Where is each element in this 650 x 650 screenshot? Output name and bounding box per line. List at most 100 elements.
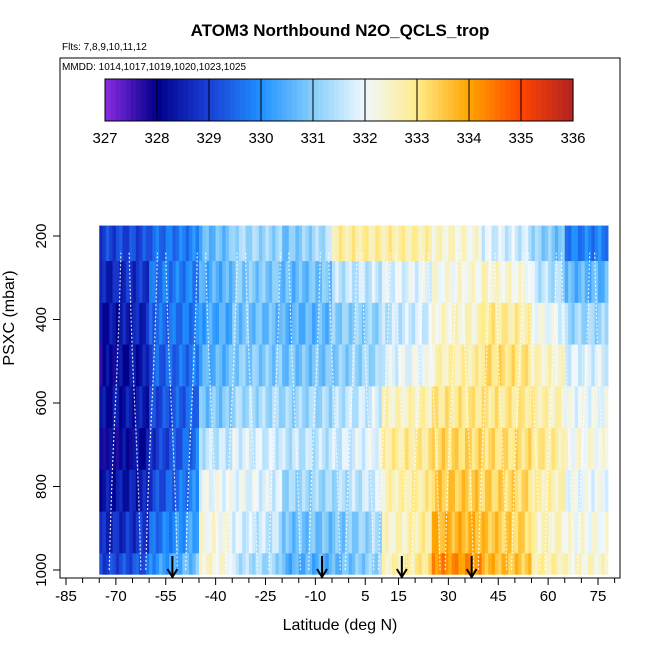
heatmap-cell [169, 261, 173, 304]
heatmap-cell [105, 302, 110, 346]
heatmap-cell [99, 469, 104, 513]
colorbar-segment [110, 79, 116, 121]
heatmap-cell [275, 261, 280, 304]
heatmap-cell [498, 225, 503, 262]
heatmap-cell [554, 302, 559, 346]
heatmap-cell [604, 261, 609, 304]
heatmap-cell [478, 344, 483, 387]
heatmap-cell [568, 261, 572, 304]
heatmap-cell [129, 553, 133, 575]
colorbar-segment [235, 79, 241, 121]
heatmap-cell [112, 428, 117, 471]
heatmap-cell [202, 261, 207, 304]
heatmap-cell [508, 511, 513, 554]
heatmap-cell [421, 261, 426, 304]
heatmap-cell [189, 302, 193, 346]
heatmap-cell [355, 553, 360, 575]
heatmap-cell [135, 469, 140, 513]
heatmap-cell [189, 469, 193, 513]
heatmap-cell [538, 469, 542, 513]
heatmap-cell [122, 344, 127, 387]
heatmap-cell [295, 225, 300, 262]
heatmap-cell [222, 302, 227, 346]
heatmap-cell [368, 302, 373, 346]
colorbar-segment [411, 79, 418, 121]
heatmap-cell [494, 302, 499, 346]
heatmap-cell [355, 511, 360, 554]
heatmap-cell [175, 302, 180, 346]
heatmap-cell [371, 344, 376, 387]
heatmap-cell [248, 261, 253, 304]
heatmap-cell [571, 469, 576, 513]
heatmap-cell [524, 261, 529, 304]
heatmap-cell [551, 428, 556, 471]
heatmap-cell [584, 511, 589, 554]
heatmap-cell [112, 386, 117, 429]
heatmap-cell [102, 428, 107, 471]
heatmap-cell [568, 225, 572, 262]
heatmap-cell [511, 225, 516, 262]
heatmap-cell [411, 428, 416, 471]
heatmap-cell [568, 386, 572, 429]
heatmap-cell [548, 469, 552, 513]
heatmap-cell [115, 386, 120, 429]
heatmap-cell [528, 225, 532, 262]
heatmap-cell [395, 469, 399, 513]
y-tick-label: 200 [33, 223, 50, 248]
heatmap-cell [208, 261, 213, 304]
heatmap-cell [139, 469, 143, 513]
heatmap-cell [325, 261, 330, 304]
heatmap-cell [315, 428, 320, 471]
heatmap-cell [391, 344, 396, 387]
heatmap-cell [408, 428, 413, 471]
heatmap-cell [292, 553, 296, 575]
heatmap-cell [132, 261, 137, 304]
heatmap-cell [375, 428, 380, 471]
heatmap-cell [578, 386, 582, 429]
heatmap-cell [445, 302, 449, 346]
heatmap-cell [591, 553, 596, 575]
heatmap-cell [468, 511, 473, 554]
heatmap-cell [278, 469, 283, 513]
heatmap-cell [415, 261, 419, 304]
heatmap-cell [571, 344, 576, 387]
heatmap-cell [159, 344, 163, 387]
heatmap-cell [488, 261, 493, 304]
heatmap-cell [119, 553, 124, 575]
heatmap-cell [328, 428, 333, 471]
heatmap-cell [122, 386, 127, 429]
heatmap-cell [295, 428, 300, 471]
heatmap-cell [395, 511, 399, 554]
heatmap-cell [135, 428, 140, 471]
heatmap-cell [338, 511, 343, 554]
heatmap-cell [358, 511, 363, 554]
heatmap-cell [531, 553, 536, 575]
heatmap-cell [348, 344, 353, 387]
heatmap-cell [208, 511, 213, 554]
colorbar-segment [474, 79, 480, 121]
heatmap-cell [471, 261, 476, 304]
heatmap-cell [278, 428, 283, 471]
heatmap-cell [172, 302, 177, 346]
heatmap-cell [391, 469, 396, 513]
heatmap-cell [162, 344, 167, 387]
heatmap-cell [415, 553, 419, 575]
colorbar-segment [375, 79, 382, 121]
heatmap-cell [438, 344, 443, 387]
heatmap-cell [325, 225, 330, 262]
heatmap-cell [282, 386, 286, 429]
heatmap-cell [401, 344, 406, 387]
heatmap-cell [258, 469, 263, 513]
heatmap-cell [481, 469, 486, 513]
heatmap-cell [169, 386, 173, 429]
heatmap-cell [105, 261, 110, 304]
heatmap-cell [415, 225, 419, 262]
heatmap-cell [228, 511, 233, 554]
heatmap-cell [441, 386, 446, 429]
heatmap-cell [371, 428, 376, 471]
heatmap-cell [255, 428, 260, 471]
heatmap-cell [405, 386, 409, 429]
heatmap-cell [365, 261, 370, 304]
heatmap-cell [172, 344, 177, 387]
heatmap-cell [544, 553, 549, 575]
